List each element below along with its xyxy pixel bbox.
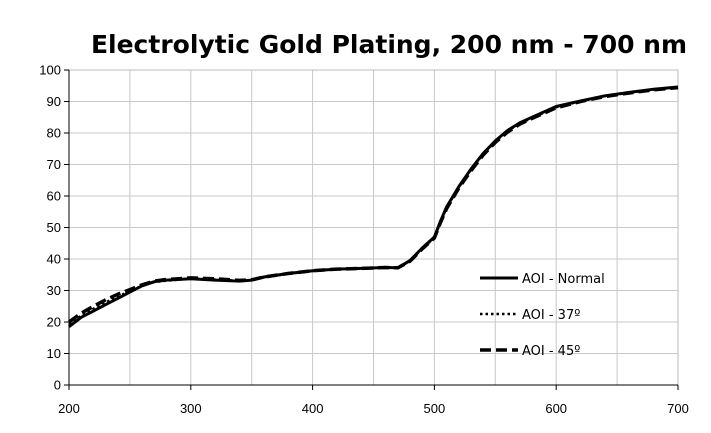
axes: [64, 69, 679, 390]
legend-label: AOI - 37º: [522, 308, 580, 323]
chart-title: Electrolytic Gold Plating, 200 nm - 700 …: [91, 30, 687, 59]
legend-label: AOI - 45º: [522, 344, 580, 359]
y-tick-label: 90: [47, 94, 61, 109]
y-tick-label: 20: [47, 315, 61, 330]
x-tick-label: 600: [545, 401, 567, 416]
x-tick-label: 400: [302, 401, 324, 416]
y-tick-label: 70: [47, 157, 61, 172]
x-tick-label: 700: [667, 401, 689, 416]
x-tick-label: 300: [180, 401, 202, 416]
series-line-dashed: [67, 85, 679, 324]
y-tick-label: 10: [47, 346, 61, 361]
y-tick-label: 0: [54, 378, 61, 393]
x-tick-label: 200: [58, 401, 80, 416]
y-tick-label: 80: [47, 126, 61, 141]
y-tick-label: 50: [47, 220, 61, 235]
y-tick-label: 100: [39, 63, 61, 78]
y-tick-label: 30: [47, 283, 61, 298]
y-tick-label: 60: [47, 189, 61, 204]
legend: AOI - Normal AOI - 37º AOI - 45º: [480, 272, 605, 359]
legend-label: AOI - Normal: [522, 272, 605, 287]
x-tick-label: 500: [424, 401, 446, 416]
y-tick-label: 40: [47, 252, 61, 267]
gridlines: [69, 69, 678, 385]
tick-labels: 0 10 20 30 40 50 60 70 80 90 100 200 300 400 500 600 700: [39, 63, 689, 417]
data-series: [67, 85, 679, 328]
